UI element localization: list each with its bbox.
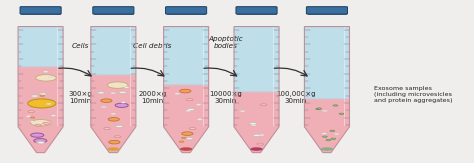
Ellipse shape [323,110,328,112]
Ellipse shape [30,121,35,122]
FancyBboxPatch shape [306,7,347,14]
Ellipse shape [43,122,49,124]
Ellipse shape [326,140,331,141]
Ellipse shape [101,106,106,108]
Ellipse shape [175,93,180,94]
Ellipse shape [322,136,327,137]
Ellipse shape [35,124,42,126]
Ellipse shape [116,125,123,127]
Ellipse shape [331,138,336,139]
Ellipse shape [182,132,193,135]
Ellipse shape [253,134,261,136]
Ellipse shape [121,102,126,103]
Polygon shape [234,27,279,92]
Ellipse shape [189,128,196,130]
Ellipse shape [37,142,45,144]
Ellipse shape [34,139,47,143]
Ellipse shape [198,119,202,120]
Ellipse shape [186,99,193,101]
FancyBboxPatch shape [93,7,134,14]
Ellipse shape [180,89,191,93]
Ellipse shape [119,91,127,93]
Ellipse shape [28,99,56,108]
Ellipse shape [108,118,119,121]
Ellipse shape [124,87,129,88]
Polygon shape [91,27,136,75]
Ellipse shape [186,110,191,111]
Ellipse shape [196,104,201,105]
Ellipse shape [321,147,333,151]
Polygon shape [91,75,136,153]
Ellipse shape [100,99,112,103]
Ellipse shape [316,108,320,110]
Text: 300×g
10min: 300×g 10min [68,91,92,104]
FancyBboxPatch shape [20,7,61,14]
FancyBboxPatch shape [236,7,277,14]
Ellipse shape [107,147,119,151]
Ellipse shape [30,117,35,118]
Text: 2000×g
10min: 2000×g 10min [138,91,167,104]
Ellipse shape [333,105,338,106]
Text: 100,000×g
30min: 100,000×g 30min [276,91,316,104]
Ellipse shape [185,138,193,140]
Ellipse shape [115,103,128,107]
Polygon shape [164,85,209,153]
Text: Apoptotic
bodies: Apoptotic bodies [208,36,243,49]
Ellipse shape [179,141,184,142]
Polygon shape [304,27,349,99]
Ellipse shape [40,95,45,96]
Polygon shape [304,99,349,153]
Ellipse shape [259,134,264,136]
Ellipse shape [36,75,56,81]
Ellipse shape [107,82,128,88]
Ellipse shape [30,120,51,126]
Ellipse shape [36,141,44,143]
Ellipse shape [31,133,44,137]
Ellipse shape [111,93,116,94]
Ellipse shape [330,130,335,131]
Ellipse shape [182,137,186,139]
Ellipse shape [114,136,121,138]
Ellipse shape [240,111,245,112]
Text: Cell debris: Cell debris [133,43,172,49]
FancyBboxPatch shape [165,7,207,14]
Ellipse shape [260,104,267,106]
Ellipse shape [109,140,120,144]
Ellipse shape [111,113,116,114]
Ellipse shape [250,147,263,151]
Text: Exosome samples
(including microvesicles
and protein aggregates): Exosome samples (including microvesicles… [374,86,452,103]
Ellipse shape [180,147,192,151]
Ellipse shape [317,108,321,109]
Polygon shape [164,27,209,85]
Ellipse shape [251,125,256,126]
Ellipse shape [339,113,344,114]
Text: Cells: Cells [72,43,89,49]
Ellipse shape [334,133,339,135]
Polygon shape [234,92,279,153]
Ellipse shape [51,115,56,116]
Ellipse shape [28,111,35,113]
Ellipse shape [104,128,110,130]
Ellipse shape [43,71,48,72]
Ellipse shape [257,143,264,145]
Ellipse shape [249,123,256,125]
Polygon shape [18,27,63,67]
Ellipse shape [26,116,31,117]
Polygon shape [18,67,63,153]
Ellipse shape [187,108,195,111]
Ellipse shape [39,93,47,95]
Text: 10000×g
30min: 10000×g 30min [209,91,242,104]
Ellipse shape [322,133,327,134]
Ellipse shape [48,76,53,78]
Ellipse shape [31,95,38,97]
Ellipse shape [46,103,51,104]
Ellipse shape [97,92,105,94]
